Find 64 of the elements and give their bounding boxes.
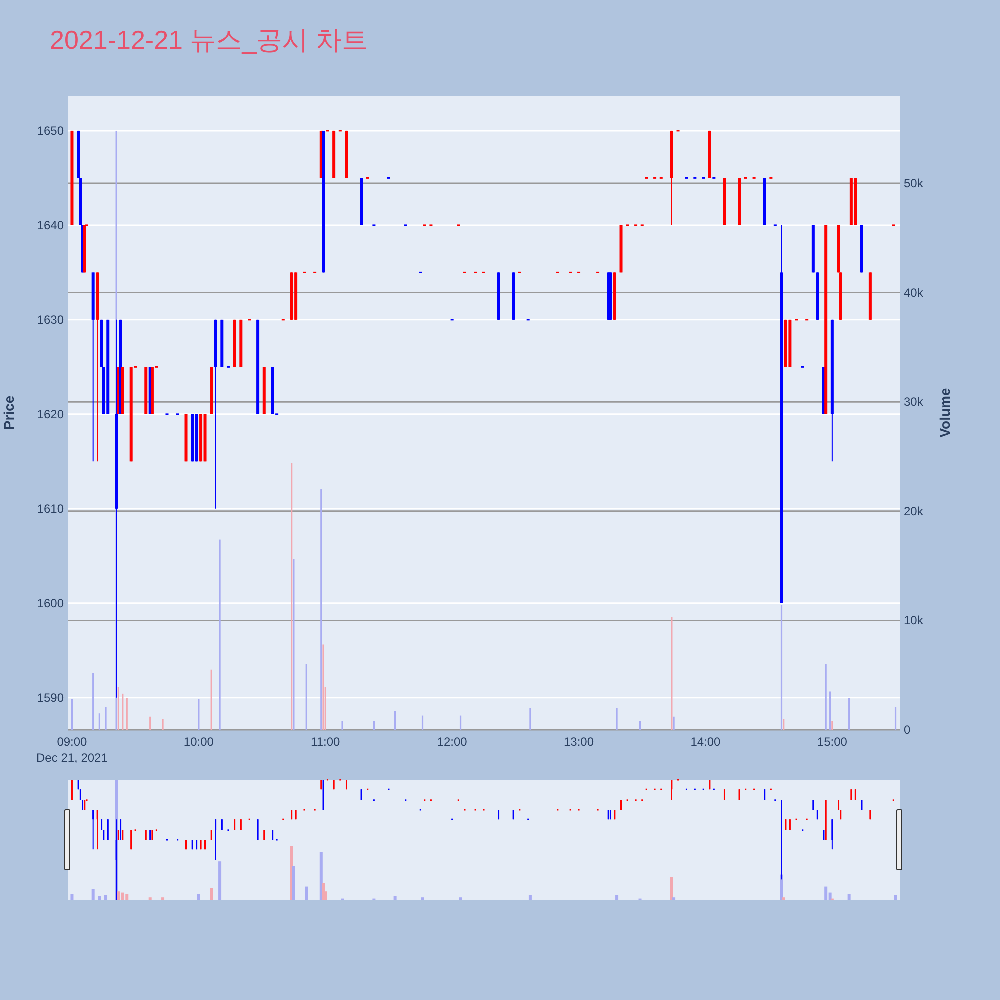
candlestick xyxy=(850,789,852,801)
bar xyxy=(894,895,898,900)
y-axis-title: Price xyxy=(1,396,17,430)
candlestick xyxy=(221,819,223,831)
y-tick-label: 1630 xyxy=(37,312,64,327)
bar xyxy=(126,894,129,900)
candlestick xyxy=(240,819,242,831)
x-tick-label: 13:00 xyxy=(564,735,594,749)
y-tick-label: 1610 xyxy=(37,502,64,516)
bar xyxy=(121,892,124,900)
x-tick-label: 11:00 xyxy=(311,735,341,749)
y2-axis-title: Volume xyxy=(937,388,953,438)
candlestick xyxy=(215,819,217,861)
candlestick xyxy=(257,819,259,840)
candlestick xyxy=(96,810,98,850)
y2-tick-label: 40k xyxy=(904,286,924,300)
bar xyxy=(104,895,108,900)
bar xyxy=(292,866,296,900)
x-tick-label: 14:00 xyxy=(690,735,722,749)
candlestick xyxy=(360,789,362,801)
bar xyxy=(616,895,619,900)
x-tick-label: 12:00 xyxy=(437,735,468,749)
y2-tick-label: 50k xyxy=(904,176,924,190)
candlestick xyxy=(764,789,766,801)
bar xyxy=(528,895,532,900)
chart-title: 2021-12-21 뉴스_공시 차트 xyxy=(50,25,368,55)
y2-tick-label: 30k xyxy=(904,395,924,410)
y-tick-label: 1640 xyxy=(37,218,64,232)
bar xyxy=(197,894,200,900)
y-tick-label: 1590 xyxy=(37,690,64,705)
candlestick xyxy=(671,780,673,801)
candlestick xyxy=(854,789,856,801)
candlestick xyxy=(120,819,122,840)
y-tick-label: 1620 xyxy=(37,407,64,422)
bar xyxy=(117,892,120,900)
candlestick xyxy=(80,789,82,801)
y2-tick-label: 20k xyxy=(904,504,924,518)
bar xyxy=(210,888,214,900)
bar xyxy=(305,886,308,900)
y-tick-label: 1600 xyxy=(37,596,64,610)
candlestick xyxy=(101,819,103,831)
y-tick-label: 1650 xyxy=(37,124,64,138)
candlestick xyxy=(838,800,840,810)
bar xyxy=(70,894,74,900)
bar xyxy=(92,889,95,900)
x-tick-label: 15:00 xyxy=(817,735,848,749)
candlestick xyxy=(785,819,787,831)
y2-tick-label: 10k xyxy=(904,614,924,628)
bar xyxy=(98,896,102,900)
bar xyxy=(848,894,851,900)
bar xyxy=(394,896,397,900)
candlestick xyxy=(107,819,109,840)
candlestick xyxy=(832,819,834,850)
x-tick-label: 09:00 Dec 21, 2021 xyxy=(36,735,108,765)
y2-tick-label: 0 xyxy=(904,723,911,737)
bar xyxy=(218,862,222,900)
candlestick xyxy=(92,810,94,850)
bar xyxy=(670,877,674,900)
candlestick xyxy=(789,819,791,831)
candlestick xyxy=(724,789,726,801)
bar xyxy=(824,886,828,900)
x-tick-label: 10:00 xyxy=(184,735,214,749)
candlestick xyxy=(234,819,236,831)
candlestick xyxy=(71,780,73,801)
